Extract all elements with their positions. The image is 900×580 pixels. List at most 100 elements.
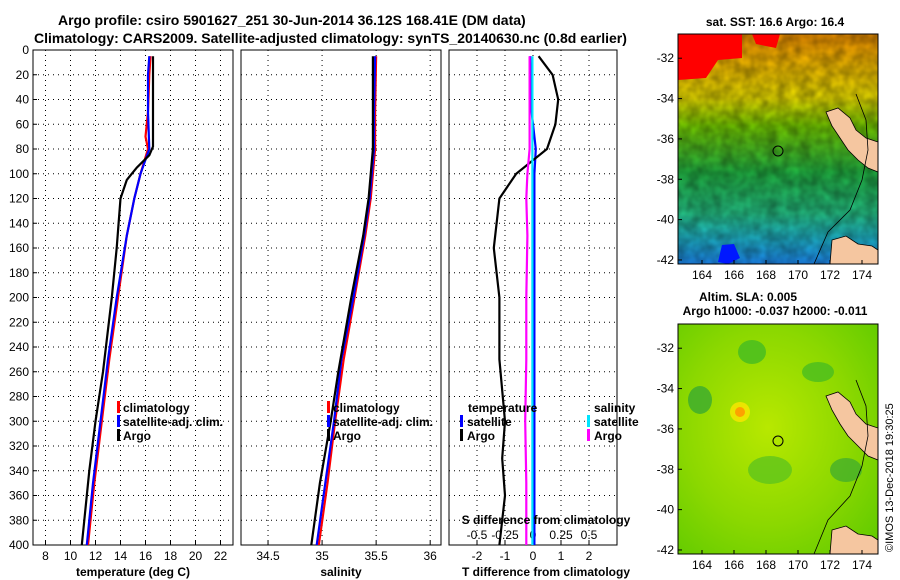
y-tick-label: 340 <box>9 464 29 478</box>
series-line-t-satellite <box>529 56 537 545</box>
sst-map-frame <box>677 33 879 265</box>
y-tick-label: 380 <box>9 513 29 527</box>
salinity-grid <box>241 50 441 545</box>
salinity-panel: 34.5 35 35.5 36 climatology satellite-adj. … <box>240 49 442 579</box>
y-tick-label: 100 <box>9 167 29 181</box>
x-tick-label: -2 <box>472 549 483 563</box>
x-tick-label: 10 <box>64 549 78 563</box>
bathymetry-contour <box>813 379 869 555</box>
sla-low-blob <box>738 340 766 364</box>
legend-label-satellite: satellite-adj. clim. <box>333 415 433 429</box>
map-x-tick-label: 170 <box>788 558 808 572</box>
sla-low-blob <box>802 362 834 382</box>
sst-map-title: sat. SST: 16.6 Argo: 16.4 <box>706 15 845 29</box>
map-y-tick-label: -34 <box>657 92 675 106</box>
series-line-s-argo <box>524 56 531 545</box>
s-diff-tick-label: 0.25 <box>549 528 573 542</box>
legend-swatch-climatology <box>117 401 120 413</box>
sla-map-title: Altim. SLA: 0.005 <box>699 290 797 304</box>
legend-swatch-s-argo <box>587 429 590 441</box>
sla-map-ticks: 164 166 168 170 172 174 -32 -34 -36 -38 -40 -42 <box>657 341 873 572</box>
map-x-tick-label: 164 <box>692 558 712 572</box>
legend-swatch-argo <box>117 429 120 441</box>
map-y-tick-label: -34 <box>657 382 675 396</box>
x-tick-label: 35 <box>315 549 329 563</box>
y-tick-label: 320 <box>9 439 29 453</box>
y-tick-label: 40 <box>16 93 30 107</box>
y-tick-label: 220 <box>9 315 29 329</box>
s-diff-tick-label: -0.25 <box>491 528 519 542</box>
x-tick-label: 0 <box>530 549 537 563</box>
s-diff-tick-label: 0.5 <box>581 528 598 542</box>
map-x-tick-label: 170 <box>788 268 808 282</box>
imos-timestamp: ©IMOS 13-Dec-2018 19:30:25 <box>884 403 896 552</box>
x-tick-label: 14 <box>114 549 128 563</box>
y-tick-label: 300 <box>9 414 29 428</box>
sla-map-subtitle: Argo h1000: -0.037 h2000: -0.011 <box>683 304 868 318</box>
sst-warm-patch-2 <box>752 34 780 48</box>
map-x-tick-label: 174 <box>852 558 872 572</box>
x-tick-label: 35.5 <box>364 549 388 563</box>
sla-high-blob-core <box>735 407 745 417</box>
y-tick-label: 240 <box>9 340 29 354</box>
temperature-grid <box>33 50 233 545</box>
t-difference-axis-label: T difference from climatology <box>462 565 630 579</box>
map-y-tick-label: -40 <box>657 503 675 517</box>
legend-label-s-argo: Argo <box>594 429 622 443</box>
legend-swatch-s-satellite <box>587 415 590 427</box>
map-x-tick-label: 168 <box>756 558 776 572</box>
y-tick-label: 400 <box>9 538 29 552</box>
y-tick-label: 160 <box>9 241 29 255</box>
y-tick-label: 200 <box>9 291 29 305</box>
bathymetry-contour <box>813 93 869 265</box>
sla-map: Altim. SLA: 0.005 Argo h1000: -0.037 h20… <box>657 290 879 572</box>
difference-legend: temperature satellite Argo salinity sate… <box>460 401 639 443</box>
y-tick-label: 80 <box>16 142 30 156</box>
figure-title-line1: Argo profile: csiro 5901627_251 30-Jun-2… <box>58 12 526 28</box>
series-line-t-argo <box>492 55 560 545</box>
map-y-tick-label: -32 <box>657 341 675 355</box>
legend-label-s-satellite: satellite <box>594 415 639 429</box>
temperature-axis-label: temperature (deg C) <box>76 565 190 579</box>
map-y-tick-label: -36 <box>657 422 675 436</box>
salinity-legend: climatology satellite-adj. clim. Argo <box>327 401 433 443</box>
sla-map-frame <box>677 323 879 555</box>
salinity-axis-ticks: 34.5 35 35.5 36 <box>256 541 437 563</box>
argo-float-marker <box>772 435 784 447</box>
legend-label-argo: Argo <box>333 429 361 443</box>
sst-texture <box>678 34 878 264</box>
y-tick-label: 260 <box>9 365 29 379</box>
legend-swatch-t-satellite <box>460 415 463 427</box>
figure-title-line2: Climatology: CARS2009. Satellite-adjuste… <box>34 30 627 46</box>
y-tick-label: 180 <box>9 266 29 280</box>
map-y-tick-label: -36 <box>657 132 675 146</box>
s-diff-tick-label: -0.5 <box>467 528 488 542</box>
map-x-tick-label: 168 <box>756 268 776 282</box>
map-y-tick-label: -42 <box>657 253 675 267</box>
x-tick-label: 12 <box>89 549 103 563</box>
sla-field <box>678 324 878 554</box>
legend-label-t-satellite: satellite <box>467 415 512 429</box>
map-x-tick-label: 164 <box>692 268 712 282</box>
s-difference-axis-label: S difference from climatology <box>462 513 631 527</box>
map-x-tick-label: 172 <box>820 558 840 572</box>
depth-axis-ticks: 0 20 40 60 80 100 120 140 160 180 200 220 240 260 280 3… <box>9 43 37 552</box>
temperature-axis-ticks: 8 10 12 14 16 18 20 22 <box>42 541 227 563</box>
x-tick-label: 36 <box>424 549 438 563</box>
legend-label-climatology: climatology <box>333 401 400 415</box>
legend-swatch-climatology <box>327 401 330 413</box>
map-y-tick-label: -38 <box>657 172 675 186</box>
x-tick-label: 20 <box>189 549 203 563</box>
map-y-tick-label: -32 <box>657 51 675 65</box>
map-x-tick-label: 174 <box>852 268 872 282</box>
salinity-axis-label: salinity <box>320 565 362 579</box>
sst-warm-patch <box>678 34 742 80</box>
y-tick-label: 20 <box>16 68 30 82</box>
temperature-panel: 0 20 40 60 80 100 120 140 160 180 200 220 240 260 280 3… <box>9 43 234 579</box>
y-tick-label: 280 <box>9 390 29 404</box>
legend-swatch-satellite <box>117 415 120 427</box>
map-y-tick-label: -40 <box>657 213 675 227</box>
temperature-series <box>80 56 155 545</box>
legend-swatch-argo <box>327 429 330 441</box>
